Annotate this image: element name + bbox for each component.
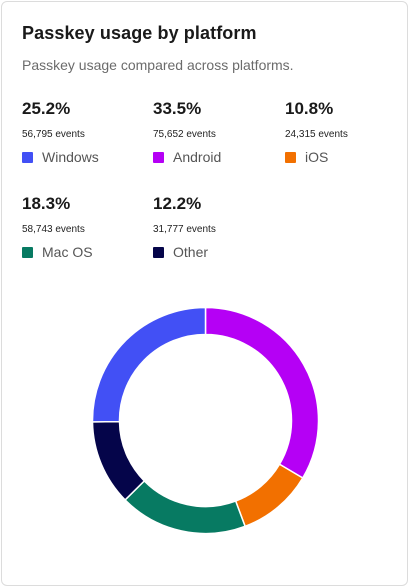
card-title: Passkey usage by platform [22,23,257,43]
legend-label: Other [173,244,209,260]
legend-label: Mac OS [42,244,93,260]
legend-swatch-ios [285,151,296,163]
donut-slice-mac-os[interactable] [124,479,247,535]
donut-slice-android[interactable] [204,306,320,480]
legend-swatch-windows [22,151,33,163]
stat-percent: 18.3% [22,194,71,213]
legend-item-other: Other [153,244,209,260]
donut-slice-windows[interactable] [91,306,207,423]
legend-swatch-other [153,246,164,258]
stat-events: 56,795 events [22,129,85,140]
stat-percent: 10.8% [285,99,334,118]
stat-events: 58,743 events [22,224,85,235]
legend-label: iOS [305,149,329,165]
stat-events: 31,777 events [153,224,216,235]
stat-percent: 12.2% [153,194,202,213]
legend-label: Android [173,149,222,165]
stat-events: 75,652 events [153,129,216,140]
legend-item-windows: Windows [22,149,99,165]
card-subtitle: Passkey usage compared across platforms. [22,57,294,73]
legend-item-android: Android [153,149,222,165]
legend-item-ios: iOS [285,149,329,165]
legend-item-mac-os: Mac OS [22,244,93,260]
legend-swatch-mac-os [22,246,33,258]
donut-slice-ios[interactable] [234,463,304,528]
stat-percent: 33.5% [153,99,202,118]
donut-slice-other[interactable] [91,420,146,501]
stat-events: 24,315 events [285,129,348,140]
legend-label: Windows [42,149,99,165]
legend-swatch-android [153,151,164,163]
stat-percent: 25.2% [22,99,71,118]
